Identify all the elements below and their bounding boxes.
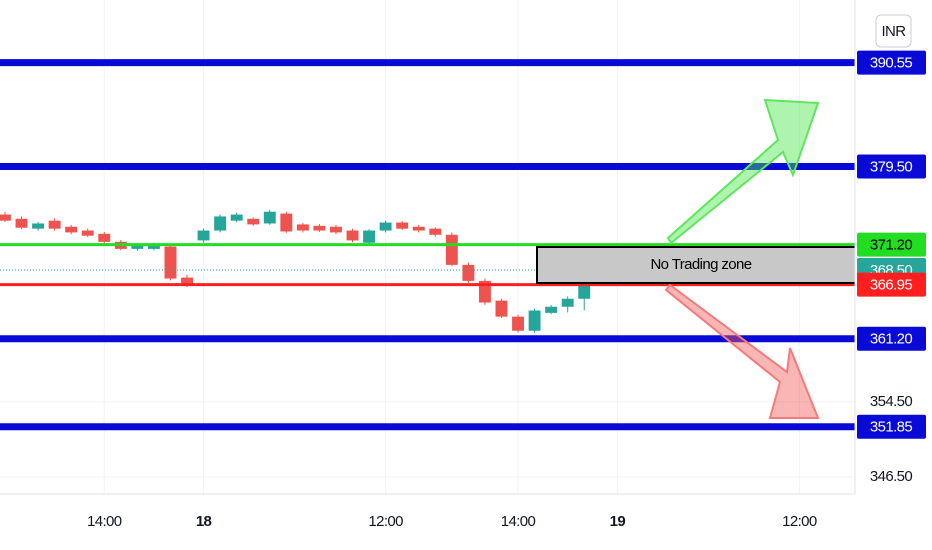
level-label: 361.20 [870,331,913,348]
candle-body [247,218,260,225]
candle-body [214,216,227,231]
candle-body [296,224,309,231]
up-arrow [666,98,820,245]
grid [0,0,855,494]
candle-body [313,225,326,231]
candle-body [32,223,45,229]
x-tick-label: 12:00 [368,513,403,530]
candle-body [478,280,491,303]
level-label: 379.50 [870,159,913,176]
level-label-box [857,232,926,257]
candle-body [412,226,425,231]
y-tick-label: 346.50 [870,468,913,485]
candles [0,209,607,333]
candle-body [280,213,293,232]
x-tick-label: 12:00 [782,513,817,530]
candle-body [462,264,475,281]
candle-body [445,234,458,265]
candle-body [197,230,210,241]
level-label: 371.20 [870,237,913,254]
currency-box[interactable] [875,14,912,48]
level-label-box [857,414,926,439]
zone-box [536,246,859,284]
candle-body [528,310,541,331]
level-label-box [857,272,926,297]
candle-body [495,300,508,317]
level-label-box [857,326,926,351]
candle-body [396,222,409,229]
level-label: 351.85 [870,419,913,436]
levels [0,59,855,431]
x-tick-label: 14:00 [87,513,122,530]
candle-body [98,233,111,242]
level-label-box [857,154,926,179]
zone-label: No Trading zone [650,256,751,273]
candle-body [230,214,243,221]
time-axis [0,494,855,550]
candle-body [0,214,11,221]
level-label-box [857,50,926,75]
x-tick-label: 14:00 [501,513,536,530]
candle-body [346,230,359,241]
y-tick-label: 354.50 [870,393,913,410]
candle-body [379,222,392,231]
down-arrow [664,283,820,419]
level-label: 390.55 [870,55,913,72]
candle-body [181,277,193,285]
candle-body [363,230,376,243]
candle-body [512,316,524,331]
candle-body [48,220,61,229]
candle-body [131,245,144,249]
axis-labels: 354.50 346.50 14:00 18 12:00 14:00 19 12:00 390.… [87,50,926,530]
currency: INR [881,23,906,40]
level-label: 366.95 [870,277,913,294]
candle-body [263,211,276,224]
candle-body [147,244,160,249]
candle-body [429,228,442,235]
candle-body [561,298,574,307]
candle-body [330,226,342,233]
candle-body [15,218,28,228]
x-tick-label: 18 [196,513,212,530]
candle-body [81,230,94,236]
candle-body [65,226,78,233]
x-tick-label: 19 [610,513,626,530]
candle-body [164,246,177,279]
candle-body [545,306,558,313]
